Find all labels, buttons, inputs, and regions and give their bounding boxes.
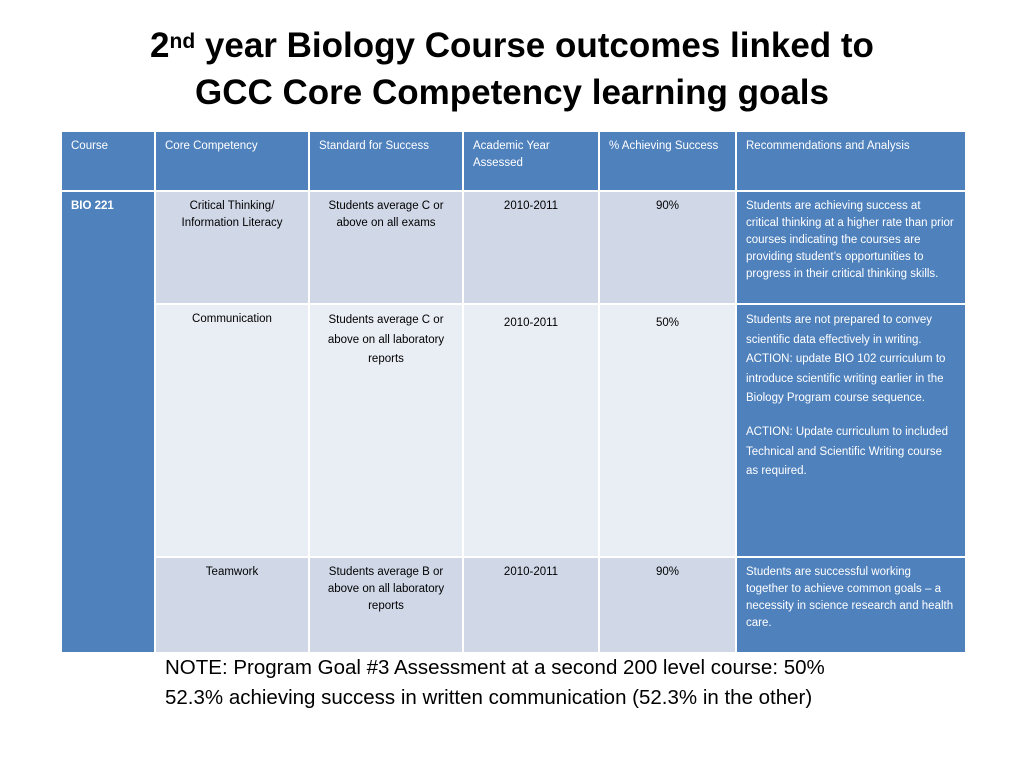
- header-recommendations: Recommendations and Analysis: [735, 130, 967, 192]
- title-line-1-text: year Biology Course outcomes linked to: [195, 26, 874, 65]
- course-cell: BIO 221: [60, 190, 156, 654]
- year-cell: 2010-2011: [462, 303, 600, 558]
- outcomes-table: Course Core Competency Standard for Succ…: [60, 130, 967, 654]
- title-line-1: 2nd year Biology Course outcomes linked …: [0, 22, 1024, 69]
- header-core-competency: Core Competency: [154, 130, 310, 192]
- percent-cell: 50%: [598, 303, 737, 558]
- table-row: Teamwork Students average B or above on …: [61, 556, 967, 654]
- competency-cell: Teamwork: [154, 556, 310, 654]
- spacer: [746, 409, 956, 423]
- header-academic-year: Academic Year Assessed: [462, 130, 600, 192]
- assessment-note: NOTE: Program Goal #3 Assessment at a se…: [165, 656, 825, 709]
- standard-cell: Students average C or above on all labor…: [308, 303, 464, 558]
- title-line-2: GCC Core Competency learning goals: [194, 73, 830, 112]
- year-cell: 2010-2011: [462, 556, 600, 654]
- header-standard: Standard for Success: [308, 130, 464, 192]
- header-percent-achieving: % Achieving Success: [598, 130, 737, 192]
- slide-title: 2nd year Biology Course outcomes linked …: [0, 22, 1024, 116]
- table-row: BIO 221 Critical Thinking/ Information L…: [60, 190, 967, 654]
- table-row: Communication Students average C or abov…: [61, 303, 967, 558]
- recommendation-text: ACTION: Update curriculum to included Te…: [746, 425, 948, 478]
- header-row: Course Core Competency Standard for Succ…: [60, 130, 967, 192]
- standard-cell: Students average C or above on all exams: [308, 190, 464, 305]
- header-course: Course: [60, 130, 156, 192]
- title-number: 2: [150, 26, 170, 65]
- recommendation-cell: Students are successful working together…: [735, 556, 967, 654]
- recommendation-cell: Students are not prepared to convey scie…: [735, 303, 967, 558]
- standard-cell: Students average B or above on all labor…: [308, 556, 464, 654]
- year-cell: 2010-2011: [462, 190, 600, 305]
- recommendation-text: Students are successful working together…: [746, 566, 954, 629]
- competency-cell: Critical Thinking/ Information Literacy: [154, 190, 310, 305]
- recommendation-cell: Students are achieving success at critic…: [735, 190, 967, 305]
- percent-cell: 90%: [598, 556, 737, 654]
- competency-cell: Communication: [154, 303, 310, 558]
- percent-cell: 90%: [598, 190, 737, 305]
- title-superscript: nd: [169, 30, 196, 53]
- recommendation-text: Students are achieving success at critic…: [746, 200, 954, 280]
- recommendation-text: Students are not prepared to convey scie…: [746, 314, 933, 346]
- recommendation-text: ACTION: update BIO 102 curriculum to int…: [746, 353, 946, 405]
